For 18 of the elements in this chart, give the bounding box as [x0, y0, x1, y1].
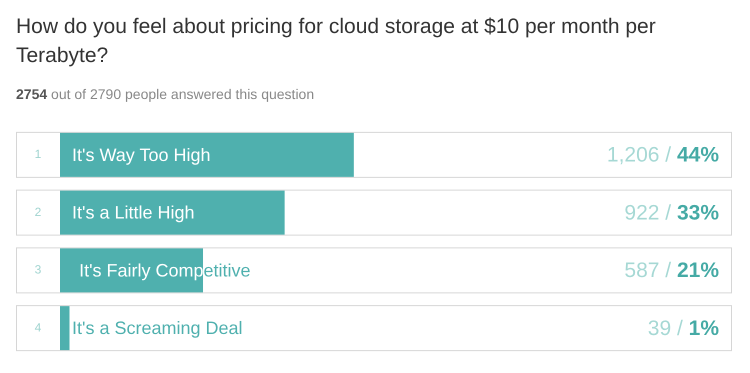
- bar: [60, 190, 285, 235]
- bar: [60, 306, 70, 350]
- bar: [60, 248, 204, 292]
- data-label: 39 / 1%: [648, 316, 720, 340]
- y-tick-label: It's Way Too High: [72, 144, 210, 165]
- data-label: 1,206 / 44%: [606, 144, 720, 167]
- y-tick-label: It's a Little High: [72, 202, 194, 223]
- data-label: 587 / 21%: [624, 259, 720, 282]
- text: 2: [34, 204, 42, 219]
- bar: [60, 132, 354, 177]
- text: 1: [34, 147, 42, 162]
- text: 4: [34, 320, 42, 334]
- y-tick-label: It's a Screaming Deal: [72, 318, 243, 338]
- data-label: 922 / 33%: [624, 201, 720, 224]
- y-tick-label: It's Fairly Competitive: [79, 260, 251, 280]
- text: 3: [34, 262, 42, 277]
- chart-title: How do you feel about pricing for cloud storage at $10 per month per Terabyte?: [16, 14, 657, 69]
- chart-subtitle: 2754 out of 2790 people answered this question: [16, 86, 314, 102]
